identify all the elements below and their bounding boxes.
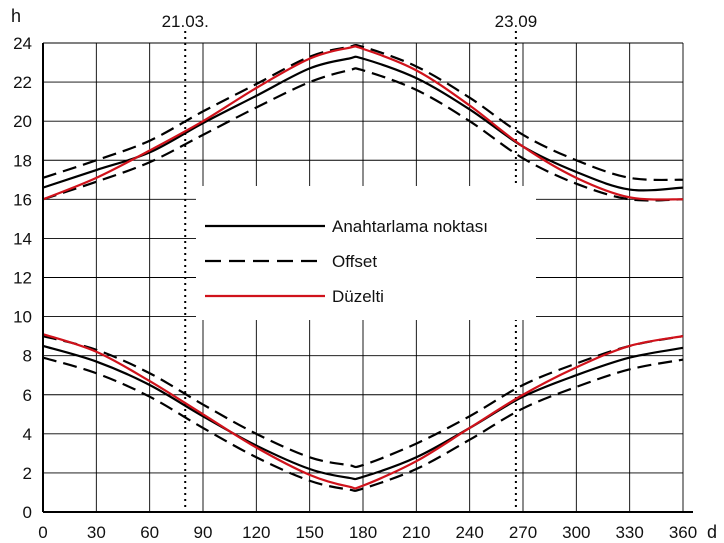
series-line <box>42 335 684 469</box>
series-line <box>42 356 684 492</box>
x-tick-label: 240 <box>455 523 483 542</box>
x-tick-label: 90 <box>194 523 213 542</box>
tick-labels: 0 30 60 90 120 150 180 210 240 270 300 330 360024681… <box>11 6 717 542</box>
y-tick-label: 8 <box>23 347 32 366</box>
legend-label: Offset <box>332 252 377 271</box>
x-tick-label: 210 <box>402 523 430 542</box>
y-tick-label: 0 <box>23 503 32 522</box>
x-tick-label: 360 <box>669 523 697 542</box>
y-tick-label: 10 <box>13 308 32 327</box>
annotation-label: 23.09 <box>495 12 538 31</box>
y-tick-label: 20 <box>13 112 32 131</box>
y-tick-label: 16 <box>13 190 32 209</box>
y-tick-label: 18 <box>13 151 32 170</box>
y-tick-label: 2 <box>23 464 32 483</box>
y-tick-label: 24 <box>13 34 32 53</box>
y-tick-label: 4 <box>23 425 32 444</box>
legend-label: Anahtarlama noktası <box>332 217 488 236</box>
legend-box <box>196 186 536 320</box>
y-tick-label: 12 <box>13 269 32 288</box>
x-tick-label: 150 <box>295 523 323 542</box>
series-lines <box>42 43 684 492</box>
series-line <box>42 43 684 182</box>
x-tick-label: 30 <box>87 523 106 542</box>
series-line <box>42 45 684 201</box>
y-tick-label: 14 <box>13 229 32 248</box>
x-tick-label: 0 <box>38 523 47 542</box>
x-tick-label: 300 <box>562 523 590 542</box>
y-tick-label: 6 <box>23 386 32 405</box>
y-axis-label: h <box>11 6 21 26</box>
series-line <box>42 344 684 481</box>
series-line <box>42 333 684 490</box>
x-axis-label: d <box>707 522 717 542</box>
series-line <box>42 67 684 202</box>
annotation-label: 21.03. <box>162 12 209 31</box>
x-tick-label: 270 <box>509 523 537 542</box>
x-tick-label: 120 <box>242 523 270 542</box>
x-tick-label: 330 <box>615 523 643 542</box>
y-tick-label: 22 <box>13 73 32 92</box>
legend-label: Düzelti <box>332 287 384 306</box>
axes <box>42 43 693 513</box>
x-tick-label: 180 <box>349 523 377 542</box>
legend: Anahtarlama noktası Offset Düzelti <box>205 217 488 306</box>
x-tick-label: 60 <box>140 523 159 542</box>
series-line <box>42 55 684 192</box>
